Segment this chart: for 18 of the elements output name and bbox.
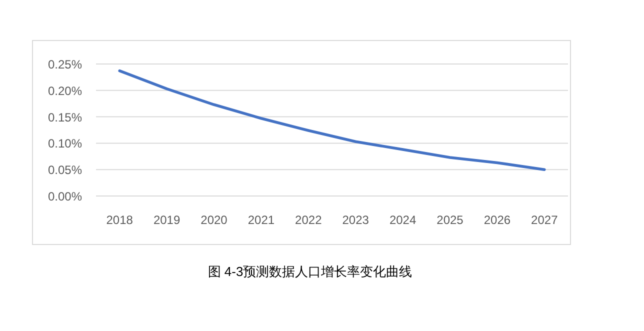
y-tick-label: 0.15% [48, 110, 82, 124]
x-tick-label: 2024 [389, 213, 416, 227]
line-series [118, 69, 546, 171]
x-tick-label: 2026 [484, 213, 511, 227]
x-tick-label: 2021 [248, 213, 275, 227]
caption: 图 4-3预测数据人口增长率变化曲线 [208, 264, 412, 279]
y-tick-label: 0.05% [48, 163, 82, 178]
y-tick-label: 0.20% [48, 84, 82, 98]
x-tick-label: 2022 [295, 213, 322, 227]
y-tick-label: 0.00% [48, 190, 82, 204]
x-tick-label: 2019 [153, 213, 180, 227]
x-tick-label: 2027 [531, 213, 558, 227]
x-tick-label: 2020 [200, 213, 228, 227]
x-tick-label: 2018 [106, 213, 134, 227]
x-tick-label: 2025 [436, 213, 464, 227]
y-tick-label: 0.25% [48, 58, 82, 72]
y-tick-label: 0.10% [48, 136, 82, 151]
x-tick-label: 2023 [342, 213, 370, 227]
